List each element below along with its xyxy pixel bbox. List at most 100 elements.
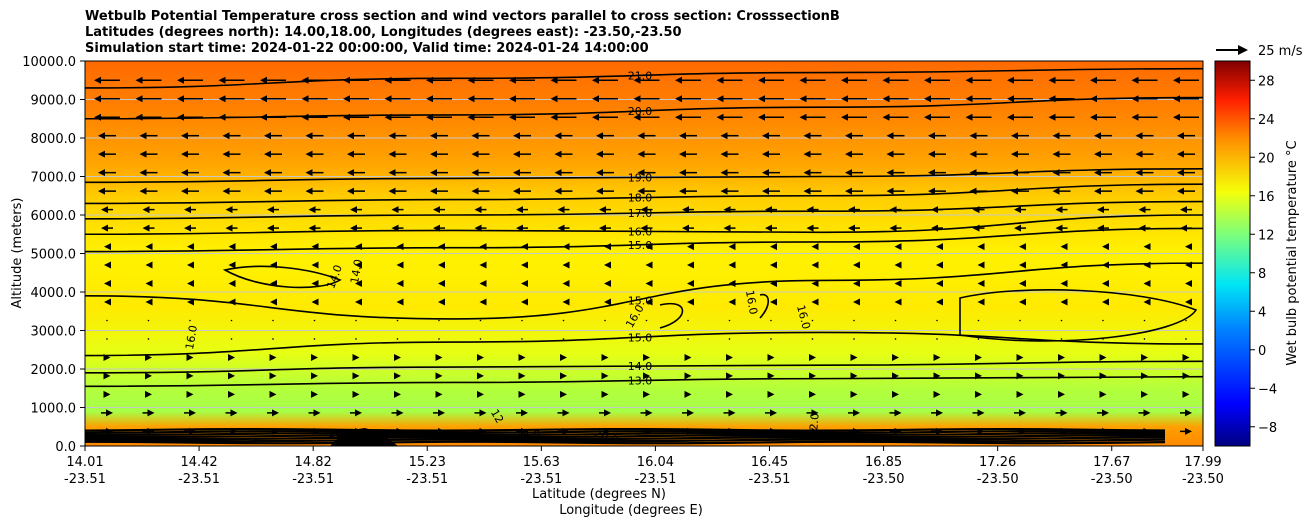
wind-vector-head: [1090, 76, 1097, 84]
wind-vector-head: [687, 409, 694, 417]
wind-vector-head: [477, 372, 484, 380]
wind-vector-head: [228, 298, 236, 306]
wind-vector-head: [438, 298, 445, 306]
wind-vector-head: [726, 353, 733, 361]
wind-vector-head: [388, 150, 396, 158]
wind-vector-head: [599, 224, 606, 232]
wind-vector-head: [1058, 353, 1065, 361]
wind-vector-head: [1135, 150, 1143, 158]
contour-inline-label: 16.0: [743, 289, 760, 315]
wind-vector-head: [1135, 187, 1143, 195]
wind-vector: [1185, 319, 1187, 322]
x-tick-label-lon: -23.51: [406, 472, 448, 487]
contour-label: 15.0: [628, 294, 653, 307]
wind-vector-head: [758, 76, 765, 84]
wind-vector-head: [430, 187, 437, 195]
contour-line: [85, 375, 1203, 388]
wind-vector: [728, 338, 731, 340]
wind-vector: [272, 338, 274, 340]
wind-vector-head: [518, 372, 526, 380]
wind-vector-head: [396, 427, 404, 435]
wind-vector-head: [435, 390, 443, 398]
wind-vector-head: [969, 169, 977, 177]
chart-title-line-1: Wetbulb Potential Temperature cross sect…: [85, 9, 840, 24]
wind-vector-head: [260, 95, 267, 103]
wind-vector-head: [347, 132, 354, 140]
contour-line: [85, 227, 1203, 253]
wind-vector-head: [1177, 169, 1184, 177]
wind-vector-head: [189, 409, 196, 417]
wind-vector: [479, 319, 482, 322]
wind-vector-head: [139, 169, 147, 177]
wind-vector-head: [147, 409, 155, 417]
x-tick-label-lat: 16.04: [637, 455, 674, 470]
wind-vector: [894, 319, 897, 322]
wind-vector-head: [562, 261, 570, 269]
wind-vector-head: [513, 132, 520, 140]
wind-vector-head: [438, 243, 445, 251]
wind-vector-head: [260, 113, 267, 121]
wind-vector: [106, 319, 108, 322]
wind-vector-head: [811, 409, 819, 417]
wind-vector-head: [311, 261, 319, 269]
wind-vector-head: [811, 261, 819, 269]
wind-vector-head: [396, 409, 404, 417]
wind-vector-head: [596, 132, 603, 140]
wind-vector-head: [311, 243, 319, 251]
wind-vector-head: [347, 150, 354, 158]
wind-vector-head: [228, 243, 236, 251]
wind-vector-head: [269, 390, 277, 398]
wind-vector-head: [936, 243, 943, 251]
contour-label: 14.0: [628, 360, 653, 373]
wind-vector-head: [350, 224, 357, 232]
wind-vector-head: [928, 132, 935, 140]
wind-vector-head: [477, 390, 484, 398]
wind-vector-head: [1102, 280, 1109, 288]
wind-vector-head: [892, 372, 899, 380]
wind-vector-head: [892, 390, 899, 398]
wind-vector-head: [767, 390, 775, 398]
wind-vector: [687, 338, 689, 340]
wind-vector-head: [687, 261, 694, 269]
wind-vector-head: [592, 113, 599, 121]
wind-vector: [1143, 319, 1146, 322]
wind-vector-head: [924, 76, 931, 84]
wind-vector-head: [1014, 224, 1021, 232]
colorbar-label: Wet bulb potential temperature °C: [1285, 140, 1300, 365]
wind-vector-head: [355, 261, 362, 269]
y-tick-label: 8000.0: [31, 132, 77, 147]
wind-vector-head: [305, 132, 313, 140]
wind-vector: [853, 319, 855, 322]
wind-vector-head: [521, 243, 528, 251]
wind-vector-head: [799, 113, 807, 121]
wind-vector-head: [479, 280, 487, 288]
wind-vector-head: [562, 280, 570, 288]
wind-vector-head: [679, 187, 686, 195]
wind-vector-head: [516, 206, 523, 214]
wind-vector-head: [272, 409, 279, 417]
wind-vector-head: [101, 224, 108, 232]
wind-vector-head: [467, 113, 475, 121]
wind-vector: [770, 319, 772, 322]
wind-vector-head: [894, 243, 902, 251]
wind-vector-head: [716, 76, 724, 84]
wind-vector-head: [103, 390, 111, 398]
wind-vector-head: [936, 427, 943, 435]
wind-vector-head: [924, 113, 931, 121]
wind-vector-head: [554, 169, 562, 177]
wind-vector-head: [645, 409, 653, 417]
wind-vector-head: [1102, 409, 1109, 417]
wind-vector-head: [972, 224, 980, 232]
x-tick-label-lon: -23.51: [634, 472, 676, 487]
wind-vector-head: [1141, 353, 1148, 361]
wind-vector-head: [841, 76, 848, 84]
wind-vector-head: [640, 206, 648, 214]
y-tick-label: 0.0: [55, 440, 76, 455]
wind-vector-head: [139, 187, 147, 195]
wind-vector-head: [716, 95, 724, 103]
wind-vector-head: [103, 372, 111, 380]
wind-vector-head: [596, 169, 603, 177]
contour-inline-label: 2.0: [807, 412, 821, 431]
wind-vector-head: [1060, 261, 1068, 269]
